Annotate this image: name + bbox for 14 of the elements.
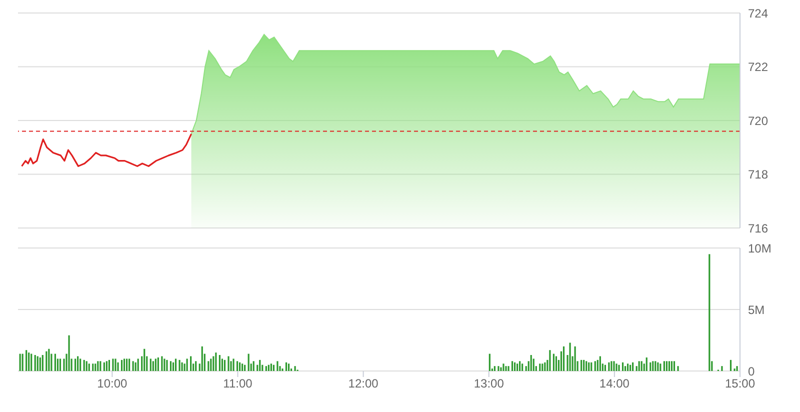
- y-tick-label: 10M: [748, 241, 772, 256]
- y-tick-label: 5M: [748, 302, 765, 317]
- y-tick-label: 0: [748, 364, 755, 378]
- y-tick-label: 720: [748, 114, 768, 128]
- x-tick-label: 15:00: [724, 376, 756, 391]
- y-tick-label: 722: [748, 60, 768, 74]
- y-tick-label: 718: [748, 168, 768, 182]
- x-tick-label: 14:00: [599, 376, 630, 391]
- x-tick-label: 13:00: [474, 376, 504, 391]
- y-tick-label: 724: [748, 6, 768, 20]
- y-tick-label: 716: [748, 221, 768, 236]
- x-tick-label: 10:00: [97, 376, 128, 391]
- x-tick-label: 12:00: [348, 376, 379, 391]
- x-tick-label: 11:00: [223, 376, 253, 391]
